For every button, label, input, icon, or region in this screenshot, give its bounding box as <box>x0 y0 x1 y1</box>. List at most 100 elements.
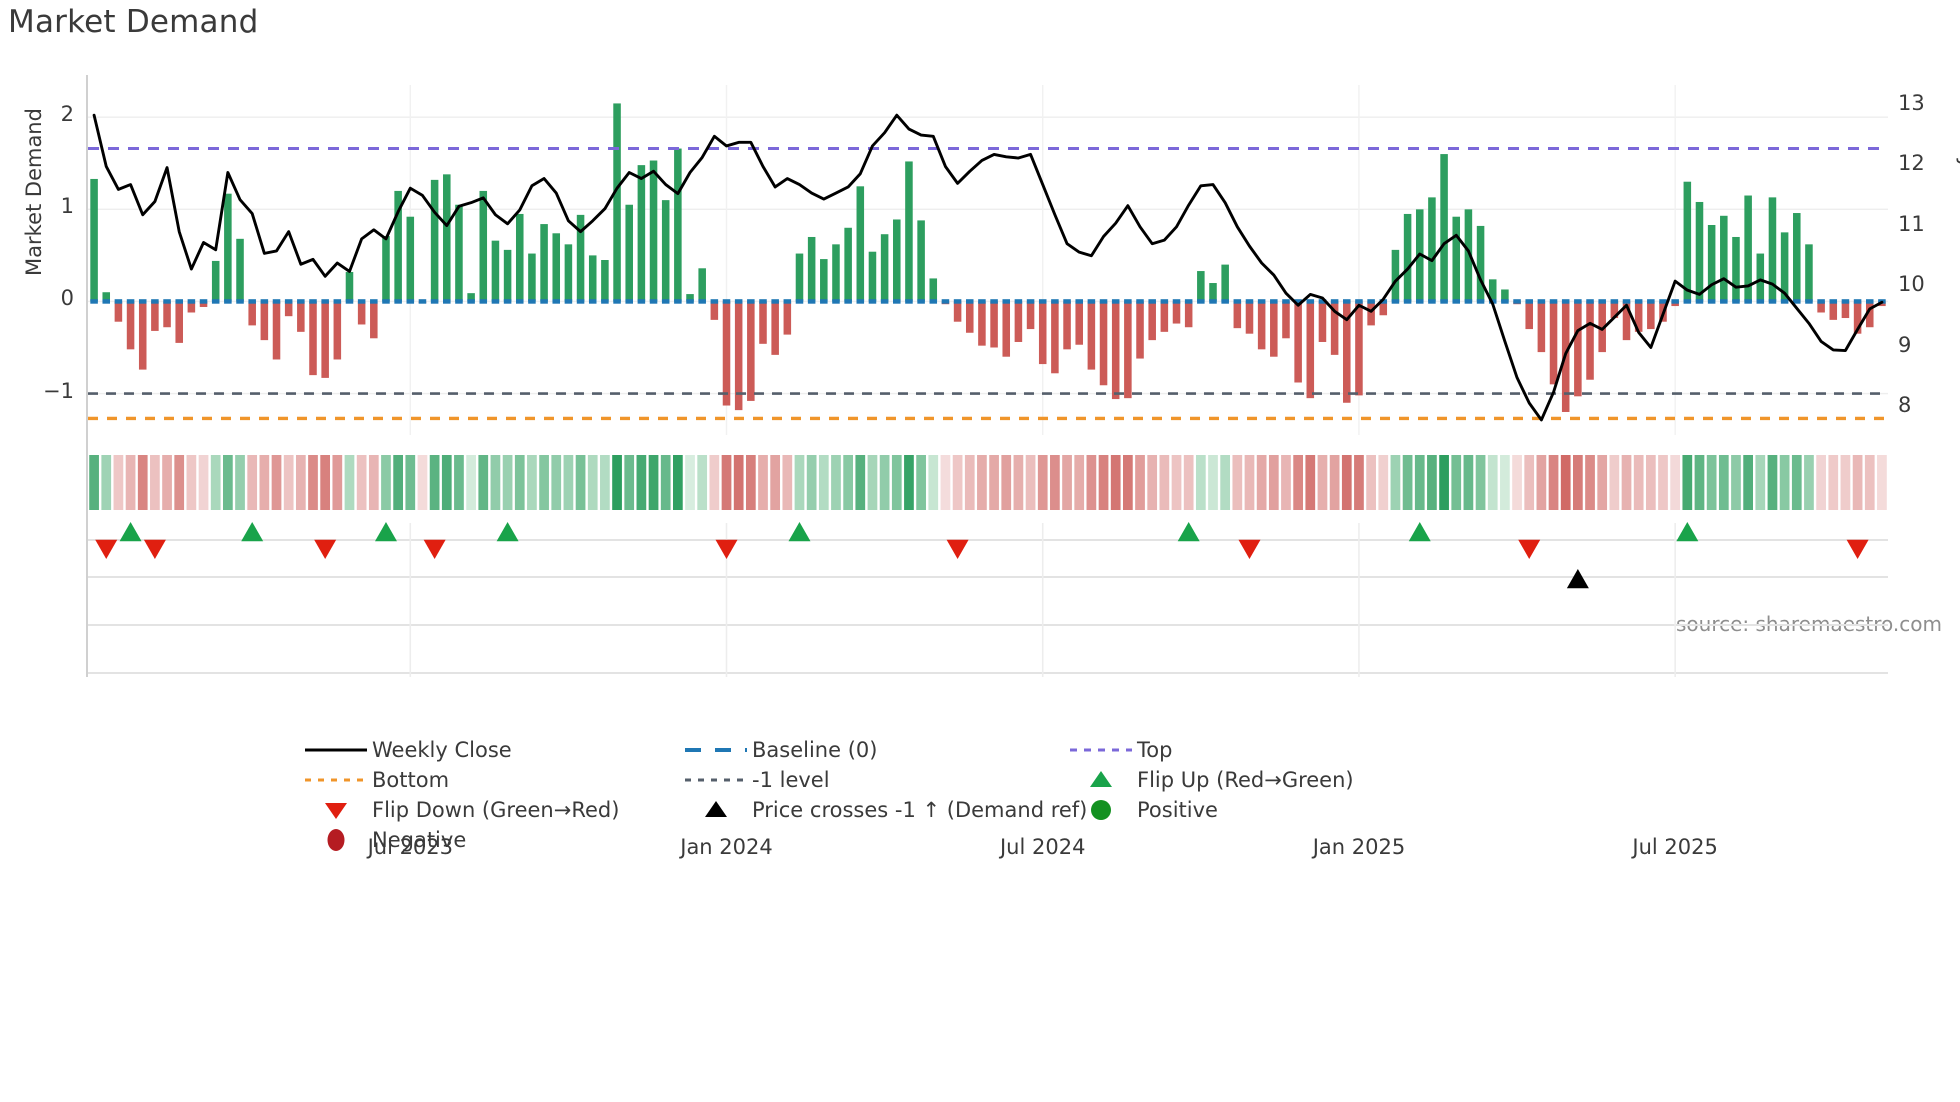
heatmap-cell <box>1390 455 1401 510</box>
heatmap-cell <box>1135 455 1145 510</box>
demand-bar <box>284 301 293 317</box>
demand-bar <box>1683 181 1692 302</box>
heatmap-cell <box>733 455 744 510</box>
demand-bar <box>1124 301 1132 399</box>
legend-row: Weekly Close Baseline (0) Top <box>300 735 1700 765</box>
demand-bar <box>1111 301 1120 400</box>
heatmap-cell <box>393 455 403 510</box>
y-axis-right-tick: 12 <box>1898 151 1925 176</box>
demand-bar <box>747 301 755 401</box>
demand-bar <box>382 236 390 302</box>
legend-item[interactable]: -1 level <box>680 765 1065 795</box>
legend-item[interactable]: Bottom <box>300 765 680 795</box>
flip-down-marker <box>1518 539 1541 559</box>
legend-item[interactable]: Top <box>1065 735 1445 765</box>
legend-item[interactable]: Baseline (0) <box>680 735 1065 765</box>
legend-row: Bottom -1 level Flip Up (Red→Green) <box>300 765 1700 795</box>
heatmap-cell <box>1852 455 1863 510</box>
heatmap-cell <box>1013 455 1024 510</box>
flip-down-marker <box>1238 539 1261 559</box>
demand-bar <box>1537 301 1546 353</box>
legend-item[interactable]: Flip Up (Red→Green) <box>1065 765 1445 795</box>
demand-bar <box>114 301 123 322</box>
demand-bar <box>1270 301 1278 357</box>
heatmap-cell <box>1293 455 1303 510</box>
heatmap-cell <box>429 455 440 510</box>
x-axis-tick: Jan 2024 <box>680 835 773 859</box>
heatmap-cell <box>1791 455 1802 510</box>
heatmap-cell <box>1816 455 1826 510</box>
heatmap-cell <box>1500 455 1510 510</box>
heatmap-cell <box>1779 455 1790 510</box>
demand-bar <box>211 260 220 302</box>
legend-key <box>300 737 372 763</box>
demand-bar <box>370 301 378 339</box>
legend-dotted-icon <box>685 778 747 782</box>
demand-bar <box>1355 301 1363 396</box>
heatmap-cell <box>1877 455 1887 510</box>
heatmap-cell <box>113 455 124 510</box>
heatmap-cell <box>1305 455 1316 510</box>
demand-bar <box>406 216 415 302</box>
heatmap-cell <box>843 455 853 510</box>
heatmap-cell <box>1281 455 1291 510</box>
demand-bar <box>868 251 877 302</box>
legend-label: Weekly Close <box>372 738 512 762</box>
legend-triangle-up-icon <box>1090 771 1112 787</box>
demand-bar <box>856 186 865 302</box>
demand-bar <box>1476 225 1485 302</box>
demand-bar <box>357 301 366 325</box>
legend-circle-icon <box>327 829 345 851</box>
weekly-close-line <box>92 113 1884 422</box>
heatmap-cell <box>660 455 671 510</box>
legend-item[interactable]: Flip Down (Green→Red) <box>300 795 680 825</box>
heatmap-cell <box>283 455 294 510</box>
heatmap-cell <box>612 455 622 510</box>
demand-bar <box>710 301 719 320</box>
heatmap-cell <box>1317 455 1328 510</box>
demand-bar <box>1221 264 1229 302</box>
legend-item[interactable]: Positive <box>1065 795 1445 825</box>
demand-bar <box>515 213 524 302</box>
demand-bar <box>260 301 269 341</box>
heatmap-cell <box>721 455 732 510</box>
heatmap-cell <box>1341 455 1352 510</box>
demand-bar <box>552 233 561 302</box>
legend-label: Negative <box>372 828 467 852</box>
legend-item[interactable]: Weekly Close <box>300 735 680 765</box>
heatmap-cell <box>259 455 270 510</box>
heatmap-cell <box>1718 455 1729 510</box>
heatmap-cell <box>1645 455 1656 510</box>
heatmap-cell <box>295 455 306 510</box>
demand-bar <box>528 253 536 302</box>
demand-bar <box>1014 301 1023 342</box>
heatmap-cell <box>381 455 391 510</box>
flip-down-marker <box>423 539 446 559</box>
heatmap-cell <box>527 455 537 510</box>
flip-up-marker <box>496 522 519 542</box>
demand-bar <box>1209 283 1217 302</box>
demand-bar <box>893 219 901 302</box>
legend-label: Positive <box>1137 798 1218 822</box>
heatmap-cell <box>575 455 586 510</box>
y-axis-right-tick: 13 <box>1898 91 1925 116</box>
demand-bar <box>771 301 779 355</box>
demand-bar <box>455 204 463 302</box>
demand-bar <box>1160 301 1169 332</box>
demand-bar <box>272 301 281 360</box>
heatmap-cell <box>405 455 416 510</box>
demand-bar <box>1306 301 1315 399</box>
heatmap-cell <box>1220 455 1231 510</box>
flip-down-marker <box>715 539 738 559</box>
heatmap-cell <box>636 455 647 510</box>
demand-bar <box>1671 301 1679 307</box>
heatmap-cell <box>150 455 160 510</box>
legend-item[interactable]: Negative <box>300 825 680 855</box>
heatmap-cell <box>867 455 878 510</box>
heatmap-cell <box>344 455 355 510</box>
heatmap-cell <box>89 455 99 510</box>
demand-bar <box>1172 301 1181 324</box>
demand-bar <box>1051 301 1059 374</box>
legend-key <box>680 797 752 823</box>
legend-item[interactable]: Price crosses -1 ↑ (Demand ref) <box>680 795 1087 825</box>
